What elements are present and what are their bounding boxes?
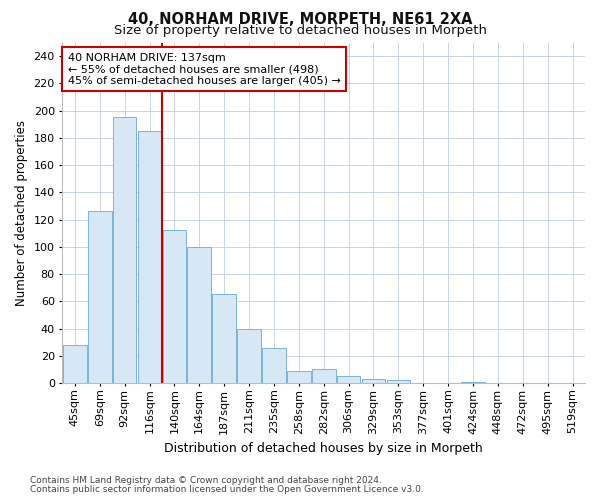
Bar (312, 370, 335, 383)
Bar (362, 379, 385, 383)
Text: Size of property relative to detached houses in Morpeth: Size of property relative to detached ho… (113, 24, 487, 37)
Bar (113, 118, 136, 383)
Text: 40, NORHAM DRIVE, MORPETH, NE61 2XA: 40, NORHAM DRIVE, MORPETH, NE61 2XA (128, 12, 472, 28)
Bar (262, 348, 286, 383)
Bar (88, 212, 112, 383)
Bar (163, 230, 186, 383)
Bar (337, 376, 361, 383)
Text: 40 NORHAM DRIVE: 137sqm
← 55% of detached houses are smaller (498)
45% of semi-d: 40 NORHAM DRIVE: 137sqm ← 55% of detache… (68, 52, 341, 86)
Bar (138, 131, 161, 383)
Bar (187, 247, 211, 383)
Text: Contains HM Land Registry data © Crown copyright and database right 2024.: Contains HM Land Registry data © Crown c… (30, 476, 382, 485)
Bar (287, 370, 311, 383)
X-axis label: Distribution of detached houses by size in Morpeth: Distribution of detached houses by size … (164, 442, 483, 455)
Bar (386, 380, 410, 383)
Bar (461, 382, 485, 383)
Bar (63, 345, 87, 383)
Y-axis label: Number of detached properties: Number of detached properties (15, 120, 28, 306)
Bar (212, 294, 236, 383)
Text: Contains public sector information licensed under the Open Government Licence v3: Contains public sector information licen… (30, 485, 424, 494)
Bar (237, 328, 261, 383)
